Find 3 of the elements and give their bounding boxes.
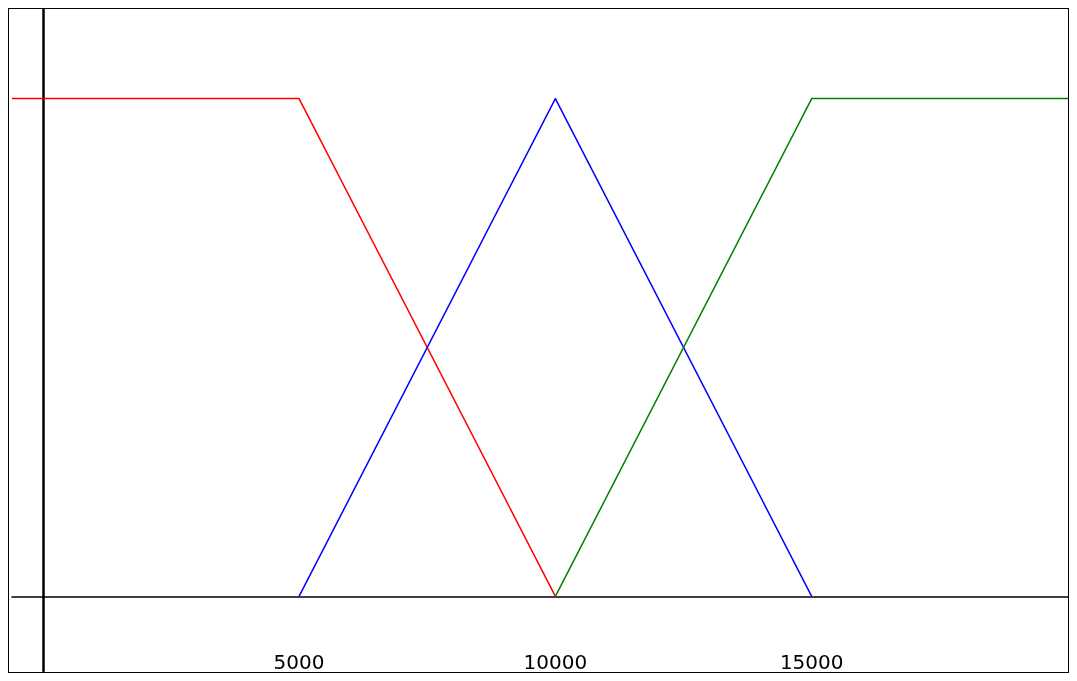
x-tick-label: 5000 bbox=[273, 650, 325, 674]
x-tick-label: 15000 bbox=[779, 650, 844, 674]
x-tick-label: 10000 bbox=[523, 650, 588, 674]
